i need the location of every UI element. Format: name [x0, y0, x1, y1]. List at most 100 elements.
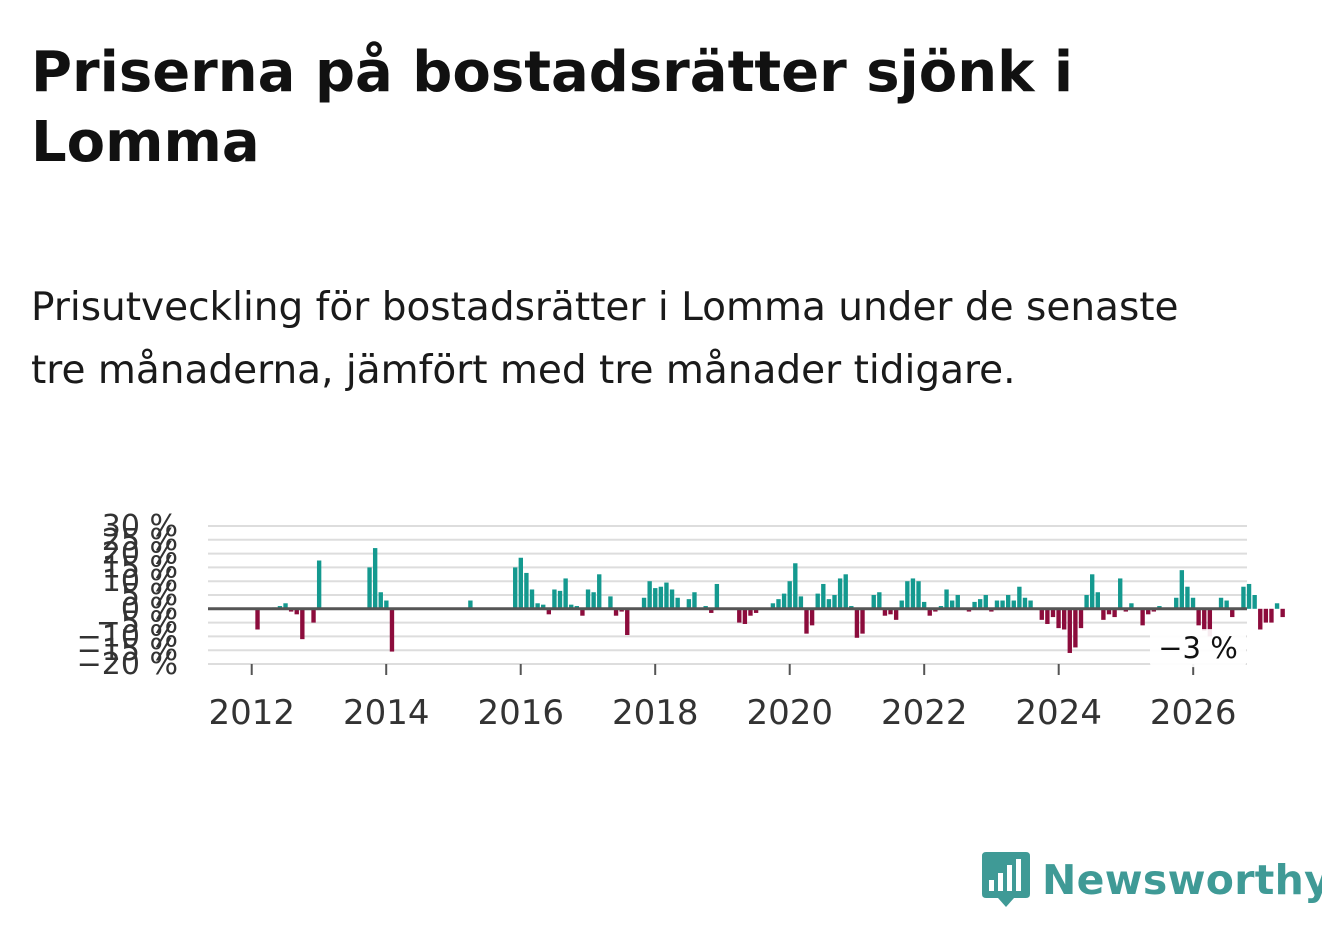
brand-name: Newsworthy	[1042, 856, 1322, 904]
y-tick-label: 0 %	[121, 592, 178, 627]
bar	[647, 581, 652, 609]
bar	[597, 574, 602, 609]
bar	[1084, 595, 1089, 609]
bar	[860, 608, 865, 634]
bar	[1263, 608, 1269, 623]
bar	[748, 608, 753, 616]
x-tick-label: 2022	[881, 693, 968, 733]
bar	[1005, 595, 1011, 609]
bar	[1274, 603, 1280, 609]
bar	[300, 608, 305, 640]
bar	[686, 599, 692, 609]
chart-subtitle: Prisutveckling för bostadsrätter i Lomma…	[31, 285, 1179, 393]
bar	[641, 597, 647, 609]
bar	[921, 601, 927, 609]
bar	[1056, 608, 1061, 629]
bar	[591, 592, 596, 609]
bar	[1190, 597, 1196, 609]
bar	[949, 600, 955, 609]
bar	[1174, 597, 1179, 609]
bar	[658, 586, 664, 609]
bar	[1000, 600, 1005, 609]
bar	[1202, 608, 1207, 631]
bar	[972, 601, 977, 609]
bar	[557, 590, 563, 609]
bar	[737, 608, 742, 623]
bar	[1095, 592, 1100, 609]
bar	[669, 589, 675, 609]
bar	[742, 608, 748, 624]
annotation-label: −3 %	[1158, 631, 1238, 665]
bar-chart: −20 %−15 %−10 %−5 %0 %5 %10 %15 %20 %25 …	[77, 509, 1285, 733]
bar	[871, 595, 876, 609]
bar	[977, 599, 983, 609]
y-tick-label: 30 %	[102, 509, 178, 544]
y-tick-label: 20 %	[102, 537, 178, 572]
y-tick-label: −15 %	[77, 633, 178, 668]
bar	[994, 600, 1000, 609]
bar	[955, 595, 960, 609]
bar	[541, 604, 546, 609]
y-tick-label: 10 %	[102, 564, 178, 599]
bar	[1185, 586, 1190, 609]
bar	[1230, 608, 1235, 618]
x-tick-label: 2020	[746, 693, 833, 733]
bar	[389, 608, 395, 652]
bar	[809, 608, 815, 626]
bar	[1073, 608, 1078, 648]
bar	[1067, 608, 1072, 653]
x-tick-label: 2024	[1015, 693, 1102, 733]
bar	[1045, 608, 1050, 624]
bar	[283, 603, 288, 609]
bar	[552, 589, 557, 609]
bar	[1129, 603, 1134, 609]
bar	[513, 567, 518, 609]
bar	[311, 608, 316, 623]
bar	[804, 608, 809, 634]
bar	[753, 608, 759, 613]
bar	[893, 608, 899, 620]
bar	[692, 592, 697, 609]
bar	[535, 603, 540, 609]
bar	[1207, 608, 1213, 637]
bar	[1101, 608, 1106, 620]
bar	[821, 583, 826, 609]
x-tick-label: 2012	[208, 693, 295, 733]
bar	[569, 604, 574, 609]
bar	[882, 608, 888, 616]
bar	[255, 608, 260, 630]
bar	[608, 596, 613, 609]
bar	[664, 582, 669, 609]
y-tick-label: −5 %	[96, 606, 178, 641]
bar	[854, 608, 860, 638]
bar	[709, 608, 714, 613]
bar	[944, 589, 949, 609]
bar	[316, 560, 322, 609]
bar	[905, 581, 910, 609]
bar	[378, 592, 383, 609]
bar	[781, 593, 787, 609]
bar	[832, 595, 837, 609]
bar	[1241, 586, 1246, 609]
bar	[888, 608, 893, 615]
bar	[518, 557, 523, 609]
y-tick-label: 5 %	[121, 578, 178, 613]
bar	[294, 608, 299, 615]
bar	[1039, 608, 1044, 620]
bar	[613, 608, 619, 616]
x-tick-label: 2018	[612, 693, 699, 733]
bar	[837, 578, 843, 609]
bar	[983, 595, 988, 609]
bar	[877, 592, 882, 609]
bar	[843, 574, 848, 609]
bar	[1258, 608, 1263, 630]
bar	[675, 597, 680, 609]
bar	[1280, 608, 1285, 618]
bar	[1106, 608, 1112, 615]
x-axis: 2012 2014 2016 2018 2020 2022 2024 2026	[208, 664, 1236, 733]
bar	[770, 603, 776, 609]
bar	[826, 599, 832, 609]
bar	[714, 583, 720, 609]
bar	[546, 608, 552, 615]
bar	[1050, 608, 1056, 618]
